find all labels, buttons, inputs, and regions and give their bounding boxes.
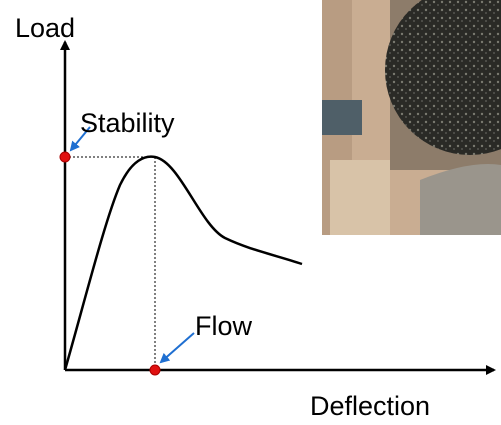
load-curve [65, 157, 302, 370]
flow-point [150, 365, 160, 375]
x-axis-label: Deflection [310, 391, 430, 421]
diagram: Load Stability Flow Deflection [0, 0, 501, 425]
stability-point [60, 152, 70, 162]
flow-label: Flow [195, 311, 253, 341]
y-axis-label: Load [15, 13, 75, 43]
stability-label: Stability [80, 108, 175, 138]
photo [322, 0, 501, 235]
flow-arrow [161, 333, 194, 362]
